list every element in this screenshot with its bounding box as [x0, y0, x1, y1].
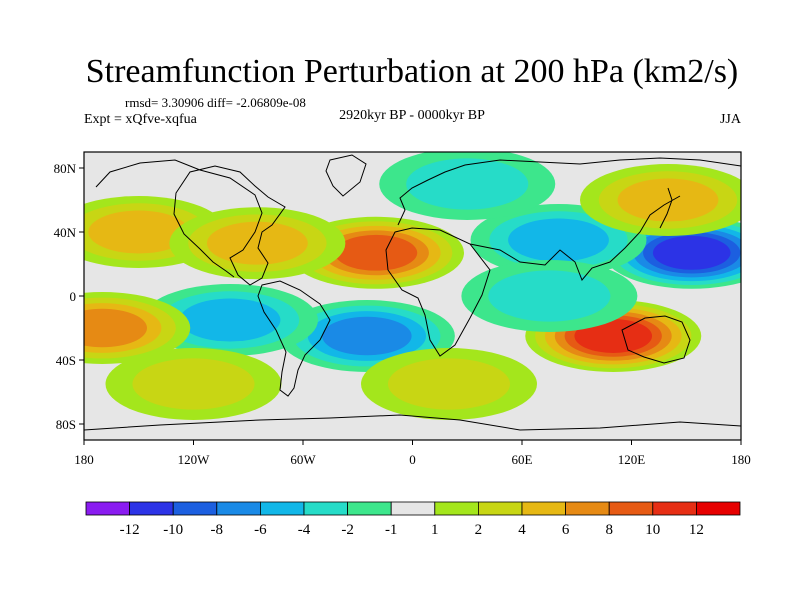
season-label: JJA [720, 112, 742, 127]
coastline-australia [621, 315, 691, 364]
colorbar-swatch [259, 501, 305, 516]
contour-band [574, 319, 653, 353]
colorbar-label: -2 [341, 522, 354, 538]
colorbar: -12 -10 -8 -6 -4 -2 -1 1 2 4 6 8 10 12 [85, 501, 741, 538]
contour-band [179, 298, 281, 342]
contour-band [617, 178, 719, 222]
colorbar-label: 1 [431, 522, 439, 538]
colorbar-swatch [303, 501, 348, 516]
anomaly-southern-ocean-high [105, 348, 282, 420]
y-tick-label: 40S [56, 353, 76, 368]
anomaly-blobs [84, 152, 741, 420]
colorbar-label: -10 [163, 522, 183, 538]
x-tick-label: 120E [618, 452, 646, 467]
colorbar-swatch [608, 501, 654, 516]
coastline-africa [385, 227, 491, 357]
chart-title: Streamfunction Perturbation at 200 hPa (… [86, 53, 739, 90]
contour-band [406, 158, 529, 210]
x-tick-label: 120W [178, 452, 211, 467]
coastline-japan [659, 187, 673, 229]
contour-band [322, 316, 412, 356]
contour-band [84, 308, 147, 348]
anomaly-south-indian-high [361, 348, 537, 420]
x-tick-label: 180 [731, 452, 751, 467]
colorbar-swatch [216, 501, 261, 516]
contour-band [88, 210, 190, 254]
contour-band [132, 358, 255, 410]
y-tick-label: 0 [70, 289, 77, 304]
colorbar-swatch [652, 501, 697, 516]
period-label: 2920kyr BP - 0000kyr BP [339, 108, 485, 123]
colorbar-label: 10 [645, 522, 660, 538]
x-tick-label: 60E [512, 452, 533, 467]
y-tick-label: 80N [54, 161, 77, 176]
contour-band [206, 221, 308, 265]
coastline-north-america [95, 159, 286, 286]
anomaly-arctic-low [379, 152, 556, 220]
colorbar-label: -4 [298, 522, 311, 538]
x-tick-label: 60W [290, 452, 316, 467]
colorbar-swatch [434, 501, 479, 516]
x-tick-label: 0 [409, 452, 416, 467]
anomaly-sw-pacific-high [84, 292, 191, 364]
x-tick-label: 180 [74, 452, 94, 467]
colorbar-label: -1 [385, 522, 398, 538]
coastlines [84, 154, 741, 431]
colorbar-label: 6 [562, 522, 570, 538]
colorbar-swatch [390, 501, 436, 516]
colorbar-swatch [85, 501, 130, 516]
contour-band [652, 235, 731, 270]
y-tick-label: 40N [54, 225, 77, 240]
coastline-greenland [325, 154, 367, 197]
contour-band [508, 218, 609, 262]
stats-label: rmsd= 3.30906 diff= -2.06809e-08 [125, 95, 306, 110]
colorbar-label: 12 [689, 522, 704, 538]
coastline-south-america [257, 280, 331, 397]
anomaly-indian-ocean-low [461, 260, 638, 332]
contour-band [387, 358, 511, 410]
colorbar-swatch [172, 501, 218, 516]
colorbar-label: 2 [475, 522, 483, 538]
anomaly-north-america-high [169, 207, 346, 280]
y-axis: 80N 40N 0 40S 80S [54, 161, 84, 432]
x-axis: 180 120W 60W 0 60E 120E 180 [74, 440, 751, 467]
colorbar-swatch [347, 501, 392, 516]
colorbar-swatch [129, 501, 174, 516]
colorbar-swatch [565, 501, 610, 516]
colorbar-label: -6 [254, 522, 267, 538]
colorbar-swatch [696, 501, 741, 516]
colorbar-label: -12 [120, 522, 140, 538]
coastline-antarctica [84, 414, 741, 431]
colorbar-label: 8 [605, 522, 613, 538]
contour-band [334, 234, 418, 271]
map-panel: 180 120W 60W 0 60E 120E 180 80N 40N 0 40S 80S [54, 151, 751, 467]
anomaly-east-siberia-high [580, 164, 741, 236]
contour-band [488, 270, 611, 322]
colorbar-swatch [521, 501, 566, 516]
coastline-europe [397, 157, 741, 226]
experiment-label: Expt = xQfve-xqfua [84, 112, 198, 127]
y-tick-label: 80S [56, 417, 76, 432]
colorbar-swatch [477, 501, 523, 516]
coastline-asia-south [469, 195, 681, 281]
colorbar-label: 4 [518, 522, 526, 538]
colorbar-label: -8 [211, 522, 224, 538]
anomaly-field [84, 152, 741, 420]
